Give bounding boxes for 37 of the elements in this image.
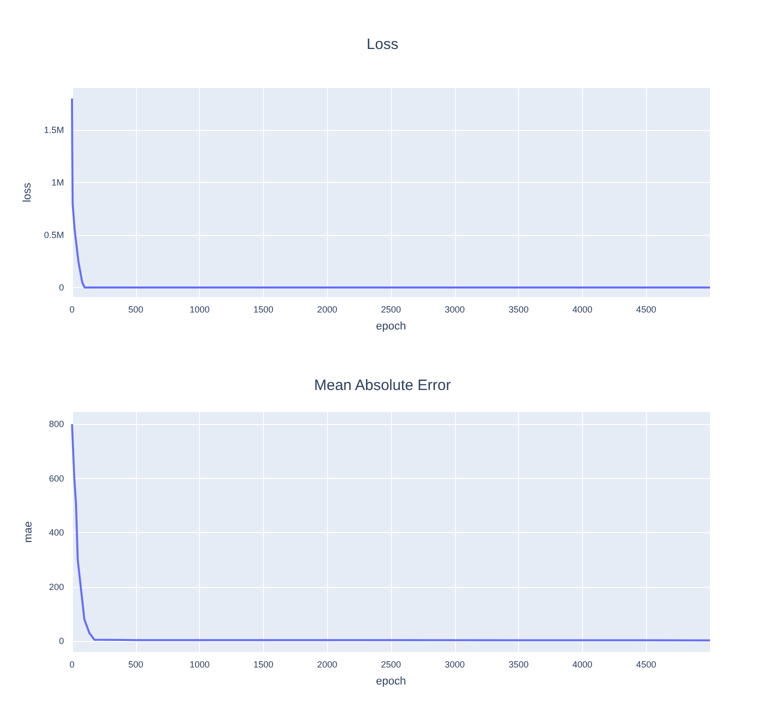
y-tick-label: 600 xyxy=(48,473,64,484)
x-tick-label: 0 xyxy=(69,660,75,670)
y-tick-label: 0 xyxy=(58,636,64,646)
x-tick-label: 0 xyxy=(69,304,75,314)
x-tick-label: 1500 xyxy=(253,304,274,314)
y-tick-label: 200 xyxy=(48,582,64,592)
x-tick-label: 2500 xyxy=(380,660,402,670)
y-tick-label: 400 xyxy=(48,528,64,538)
x-axis-title: epoch xyxy=(376,320,406,332)
x-tick-label: 500 xyxy=(128,304,144,314)
y-tick-label: 1M xyxy=(51,178,64,188)
line-series xyxy=(71,98,711,289)
x-tick-label: 2500 xyxy=(380,304,402,314)
x-tick-label: 1500 xyxy=(253,660,274,670)
y-axis-title: mae xyxy=(22,521,34,543)
y-axis-title: loss xyxy=(22,182,34,202)
x-tick-label: 2000 xyxy=(317,304,338,314)
y-tick-label: 0 xyxy=(58,282,64,293)
x-tick-label: 1000 xyxy=(190,304,210,314)
x-tick-label: 500 xyxy=(128,660,144,670)
x-tick-label: 1000 xyxy=(190,660,210,670)
y-tick-label: 800 xyxy=(48,419,64,430)
y-tick-label: 0.5M xyxy=(44,230,64,240)
chart-title: Mean Absolute Error xyxy=(314,377,451,394)
x-axis-title: epoch xyxy=(376,676,406,688)
x-tick-label: 3000 xyxy=(444,660,465,670)
x-tick-label: 3500 xyxy=(508,660,529,670)
x-tick-label: 4000 xyxy=(572,660,592,670)
x-tick-label: 4500 xyxy=(636,660,656,670)
x-tick-label: 4000 xyxy=(572,304,592,314)
x-tick-label: 4500 xyxy=(636,304,656,314)
x-tick-label: 2000 xyxy=(317,660,338,670)
x-tick-label: 3500 xyxy=(508,304,529,314)
x-tick-label: 3000 xyxy=(444,304,465,314)
y-tick-label: 1.5M xyxy=(44,125,64,136)
chart-title: Loss xyxy=(366,36,398,53)
line-series xyxy=(71,423,711,642)
